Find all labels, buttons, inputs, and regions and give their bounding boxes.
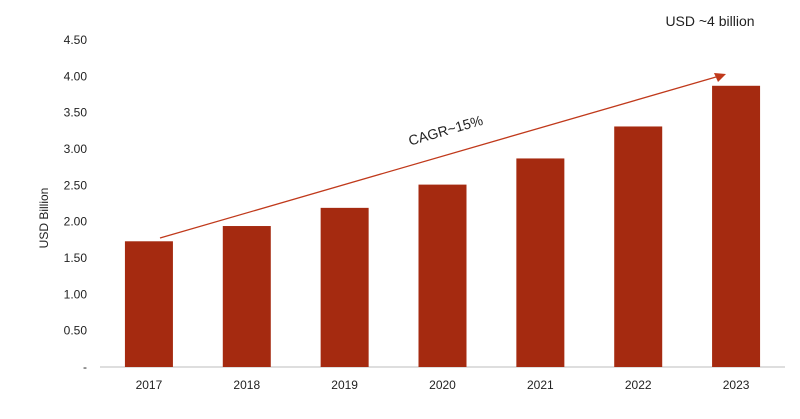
cagr-label: CAGR~15% bbox=[407, 112, 485, 149]
bars bbox=[124, 85, 761, 368]
market-size-label: USD ~4 billion bbox=[665, 13, 754, 29]
y-axis-ticks: - 0.50 1.00 1.50 2.00 2.50 3.00 3.50 4.00 4.50 bbox=[64, 33, 88, 374]
y-tick-label: - bbox=[83, 360, 87, 374]
bar-2021 bbox=[516, 158, 565, 367]
x-tick-label: 2018 bbox=[233, 378, 260, 392]
y-tick-label: 4.00 bbox=[64, 69, 88, 83]
bar-2018 bbox=[222, 226, 271, 367]
bar-2020 bbox=[418, 184, 467, 367]
y-tick-label: 2.50 bbox=[64, 178, 88, 192]
y-tick-label: 3.50 bbox=[64, 106, 88, 120]
bar-2017 bbox=[124, 241, 173, 367]
y-tick-label: 0.50 bbox=[64, 324, 88, 338]
x-tick-label: 2021 bbox=[527, 378, 554, 392]
x-tick-label: 2017 bbox=[136, 378, 163, 392]
x-tick-label: 2019 bbox=[331, 378, 358, 392]
y-tick-label: 1.50 bbox=[64, 251, 88, 265]
x-tick-label: 2022 bbox=[625, 378, 652, 392]
y-tick-label: 4.50 bbox=[64, 33, 88, 47]
y-axis-title: USD Billion bbox=[37, 188, 51, 249]
x-axis-ticks: 2017 2018 2019 2020 2021 2022 2023 bbox=[136, 378, 750, 392]
cagr-trend-arrow bbox=[159, 73, 726, 239]
bar-2019 bbox=[320, 207, 369, 367]
y-tick-label: 3.00 bbox=[64, 142, 88, 156]
bar-2022 bbox=[614, 126, 663, 368]
x-tick-label: 2023 bbox=[723, 378, 750, 392]
x-tick-label: 2020 bbox=[429, 378, 456, 392]
y-tick-label: 1.00 bbox=[64, 287, 88, 301]
y-tick-label: 2.00 bbox=[64, 215, 88, 229]
bar-2023 bbox=[712, 85, 761, 367]
